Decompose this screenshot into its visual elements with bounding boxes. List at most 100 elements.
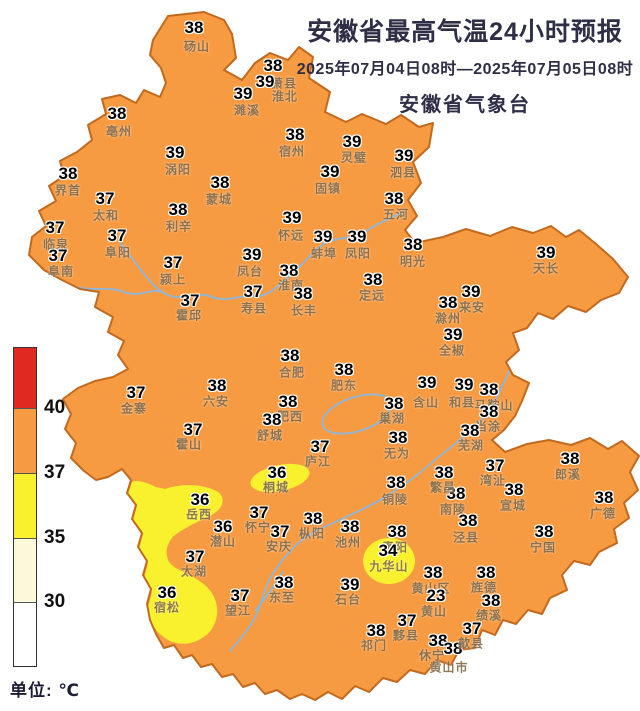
station-name: 青阳 xyxy=(381,540,409,555)
map-title: 安徽省最高气温24小时预报 xyxy=(307,18,623,46)
station-name: 肥东 xyxy=(330,378,358,393)
river-dongzhi xyxy=(255,571,284,611)
station-temp: 23 xyxy=(426,586,446,605)
station-temp: 39 xyxy=(233,84,253,103)
station-temp: 39 xyxy=(313,227,333,246)
legend-unit-label: 单位: ℃ xyxy=(10,681,80,700)
station-temp: 37 xyxy=(249,503,269,522)
station-temp: 38 xyxy=(366,621,386,640)
station-name: 颍上 xyxy=(159,272,187,287)
river-huaihe xyxy=(61,211,403,300)
station-name: 濉溪 xyxy=(233,103,261,118)
station-temp: 38 xyxy=(285,125,305,144)
station-temp: 38 xyxy=(403,235,423,254)
station-name: 广德 xyxy=(589,506,617,521)
station-temp: 37 xyxy=(230,586,250,605)
station-temp: 38 xyxy=(423,563,443,582)
station-name: 歙县 xyxy=(457,636,485,651)
station-name: 含山 xyxy=(412,395,440,410)
station-temp: 38 xyxy=(262,410,282,429)
station-name: 淮北 xyxy=(271,89,299,104)
station-temp: 37 xyxy=(107,226,127,245)
station-temp: 37 xyxy=(270,522,290,541)
yellow-zone-jiuhuashan xyxy=(363,538,415,584)
station-name: 来安 xyxy=(458,300,486,315)
station-name: 界首 xyxy=(54,183,82,198)
station-temp: 38 xyxy=(280,346,300,365)
station-name: 祁门 xyxy=(360,638,388,653)
station-name: 休宁 xyxy=(418,648,446,663)
station-temp: 39 xyxy=(417,373,437,392)
station-name: 定远 xyxy=(358,288,386,303)
station-name: 利辛 xyxy=(165,219,193,234)
station-name: 安庆 xyxy=(265,539,293,554)
station-name: 巢湖 xyxy=(378,411,406,426)
map-source: 安徽省气象台 xyxy=(399,94,531,116)
station-temp: 38 xyxy=(278,392,298,411)
station-name: 旌德 xyxy=(470,580,498,595)
river-yinghe-branch xyxy=(119,242,167,295)
station-name: 舒城 xyxy=(256,428,284,443)
station-temp: 37 xyxy=(485,456,505,475)
station-temp: 37 xyxy=(310,437,330,456)
station-name: 和县 xyxy=(448,395,476,410)
station-temp: 38 xyxy=(184,18,204,37)
station-name: 涡阳 xyxy=(164,162,192,177)
station-temp: 38 xyxy=(293,284,313,303)
station-name: 滁州 xyxy=(434,311,462,326)
station-temp: 38 xyxy=(384,394,404,413)
station-temp: 39 xyxy=(165,143,185,162)
station-temp: 38 xyxy=(279,261,299,280)
station-temp: 37 xyxy=(183,420,203,439)
station-temp: 38 xyxy=(387,522,407,541)
station-temp: 38 xyxy=(168,200,188,219)
station-name: 马鞍山 xyxy=(474,398,514,413)
station-temp: 38 xyxy=(388,428,408,447)
station-temp: 36 xyxy=(157,583,177,602)
legend-color-bar xyxy=(13,347,37,667)
station-name: 池州 xyxy=(334,535,362,550)
station-name: 南陵 xyxy=(439,502,467,517)
station-name: 湾沚 xyxy=(479,473,507,488)
station-temp: 38 xyxy=(386,473,406,492)
station-temp: 38 xyxy=(481,591,501,610)
station-temp: 39 xyxy=(394,146,414,165)
station-temp: 38 xyxy=(504,480,524,499)
station-name: 怀宁 xyxy=(244,520,272,535)
station-name: 太湖 xyxy=(180,564,208,579)
station-temp: 39 xyxy=(454,375,474,394)
station-name: 郎溪 xyxy=(554,467,582,482)
station-temp: 38 xyxy=(438,293,458,312)
station-name: 固镇 xyxy=(314,181,342,196)
station-name: 铜陵 xyxy=(381,492,409,507)
legend-tick-label: 37 xyxy=(44,462,66,483)
station-name: 芜湖 xyxy=(457,438,485,453)
map-date-range: 2025年07月04日08时—2025年07月05日08时 xyxy=(296,61,634,78)
station-temp: 36 xyxy=(267,463,287,482)
station-name: 金寨 xyxy=(120,401,148,416)
station-name: 潜山 xyxy=(209,534,237,549)
station-name: 霍山 xyxy=(175,437,203,452)
station-name: 肥西 xyxy=(276,409,304,424)
station-temp: 37 xyxy=(126,383,146,402)
station-temp: 39 xyxy=(443,325,463,344)
legend-segment xyxy=(14,348,36,409)
station-name: 黟县 xyxy=(392,628,420,643)
station-temp: 37 xyxy=(185,547,205,566)
station-name: 砀山 xyxy=(183,39,211,54)
legend-tick-label: 40 xyxy=(44,397,66,418)
station-name: 繁昌 xyxy=(429,480,457,495)
station-name: 宁国 xyxy=(529,540,557,555)
station-name: 九华山 xyxy=(369,559,409,574)
station-name: 五河 xyxy=(382,207,410,222)
yellow-zone-tongcheng xyxy=(250,463,310,493)
station-temp: 39 xyxy=(536,243,556,262)
station-name: 凤台 xyxy=(236,264,264,279)
station-temp: 38 xyxy=(363,270,383,289)
station-name: 当涂 xyxy=(474,419,502,434)
station-name: 蒙城 xyxy=(205,192,233,207)
station-temp: 39 xyxy=(340,575,360,594)
station-name: 寿县 xyxy=(240,301,268,316)
legend-segment xyxy=(14,539,36,603)
